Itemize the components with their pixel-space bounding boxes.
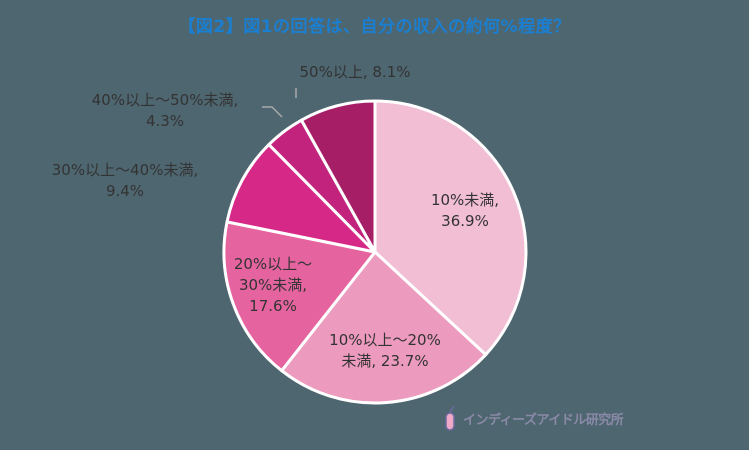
pie-slice bbox=[225, 143, 377, 254]
label-10-20: 10%以上～20% 未満, 23.7% bbox=[329, 331, 441, 370]
logo-text: インディーズアイドル研究所 bbox=[463, 412, 624, 428]
label-under-10: 10%未満, 36.9% bbox=[430, 191, 500, 230]
label-50-plus: 50%以上, 8.1% bbox=[299, 63, 411, 81]
pie-slice bbox=[280, 250, 488, 405]
label-40-50: 40%以上～50%未満, 4.3% bbox=[91, 91, 239, 130]
leader-line-40-50 bbox=[262, 106, 283, 118]
label-30-40: 30%以上～40%未満, 9.4% bbox=[51, 161, 199, 200]
pie-slice bbox=[299, 99, 377, 254]
logo: インディーズアイドル研究所 bbox=[443, 405, 624, 431]
chart-title: 【図2】図1の回答は、自分の収入の約何%程度？ bbox=[178, 17, 571, 37]
test-tube-icon bbox=[445, 405, 455, 431]
pie-slice bbox=[373, 99, 528, 357]
pie-slices bbox=[222, 99, 528, 405]
pie-slice bbox=[222, 220, 377, 373]
label-20-30: 20%以上～ 30%未満, 17.6% bbox=[233, 255, 313, 315]
